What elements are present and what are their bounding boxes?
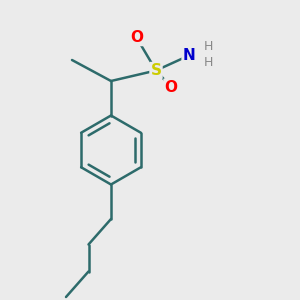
Text: O: O: [164, 80, 178, 94]
Text: H: H: [204, 40, 213, 53]
Text: O: O: [130, 30, 143, 45]
Text: H: H: [204, 56, 213, 70]
Text: N: N: [183, 48, 195, 63]
Text: S: S: [151, 63, 161, 78]
